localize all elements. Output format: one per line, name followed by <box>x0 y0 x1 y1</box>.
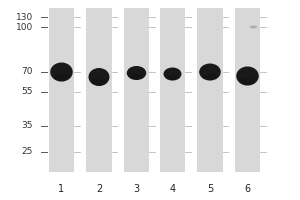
Ellipse shape <box>202 74 217 81</box>
Ellipse shape <box>166 75 179 80</box>
Text: 100: 100 <box>16 22 33 31</box>
Text: 55: 55 <box>22 88 33 97</box>
FancyBboxPatch shape <box>235 8 260 172</box>
Ellipse shape <box>127 66 146 80</box>
Ellipse shape <box>240 78 255 85</box>
Text: 1: 1 <box>58 184 64 194</box>
Text: 130: 130 <box>16 12 33 21</box>
Text: 6: 6 <box>244 184 250 194</box>
FancyBboxPatch shape <box>197 8 223 172</box>
Text: 25: 25 <box>22 148 33 156</box>
Ellipse shape <box>88 68 110 86</box>
FancyBboxPatch shape <box>160 8 185 172</box>
Text: 2: 2 <box>96 184 102 194</box>
Ellipse shape <box>50 62 73 82</box>
Ellipse shape <box>92 79 106 86</box>
Ellipse shape <box>236 66 259 86</box>
Text: 35: 35 <box>22 121 33 130</box>
FancyBboxPatch shape <box>49 8 74 172</box>
Ellipse shape <box>130 74 143 80</box>
Text: 70: 70 <box>22 68 33 76</box>
Ellipse shape <box>250 25 257 28</box>
FancyBboxPatch shape <box>124 8 149 172</box>
Text: 4: 4 <box>169 184 175 194</box>
Ellipse shape <box>164 68 181 80</box>
Ellipse shape <box>199 64 221 80</box>
FancyBboxPatch shape <box>86 8 112 172</box>
Text: 5: 5 <box>207 184 213 194</box>
Text: 3: 3 <box>134 184 140 194</box>
Ellipse shape <box>54 74 69 81</box>
